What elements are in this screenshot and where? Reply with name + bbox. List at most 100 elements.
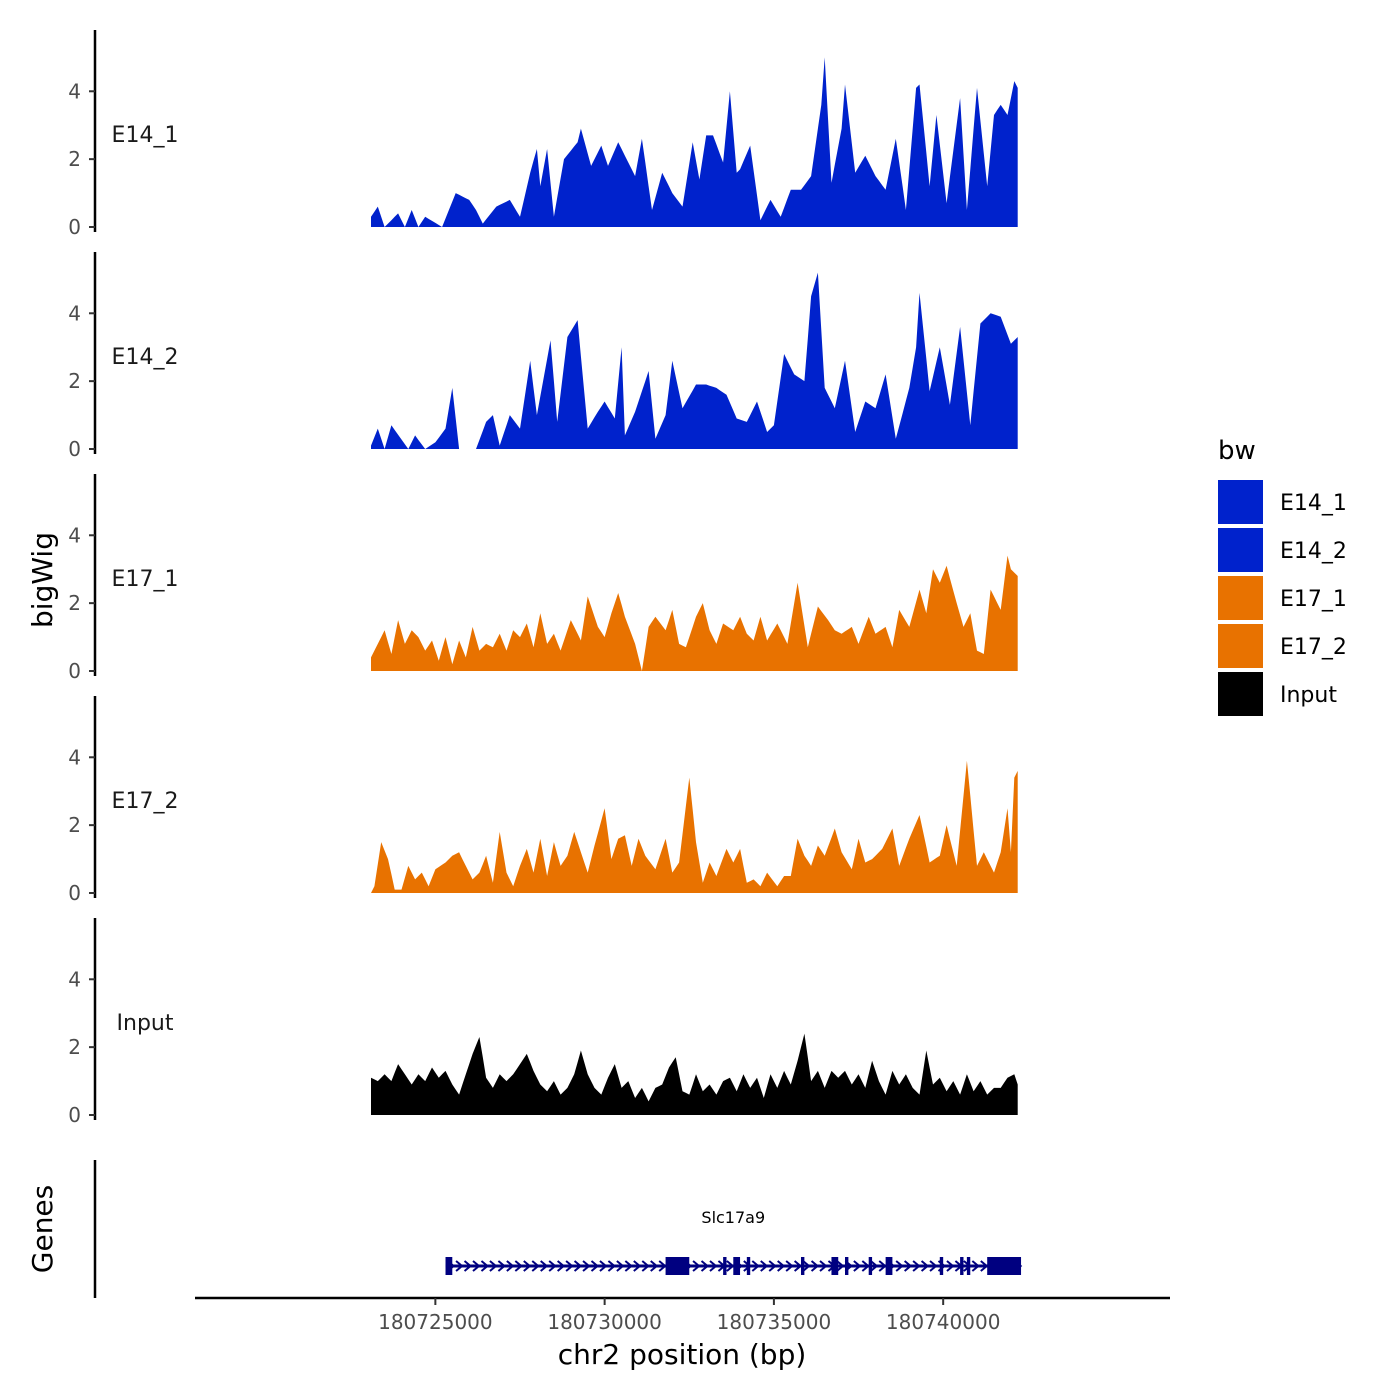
gene-exon <box>800 1257 805 1275</box>
y-tick-label: 0 <box>68 437 81 461</box>
y-tick-label: 2 <box>68 1035 81 1059</box>
legend: bw E14_1 E14_2 E17_1 E17_2 Input <box>1218 436 1347 716</box>
y-tick-label: 2 <box>68 147 81 171</box>
gene-exon <box>939 1257 944 1275</box>
strand-arrow <box>472 1260 481 1272</box>
strand-arrow <box>920 1260 930 1272</box>
strand-arrow <box>692 1260 701 1272</box>
track-label-E17_2: E17_2 <box>112 789 179 814</box>
strand-arrow <box>853 1260 862 1272</box>
track-label-Input: Input <box>117 1011 174 1036</box>
area-series-E14_2 <box>371 272 1018 449</box>
track-label-E14_2: E14_2 <box>112 345 179 370</box>
gene-exon <box>723 1257 727 1275</box>
strand-arrow <box>980 1260 989 1272</box>
y-axis-title: bigWig <box>26 532 59 628</box>
y-tick-label: 4 <box>68 745 81 769</box>
strand-arrow <box>455 1260 464 1272</box>
strand-arrow <box>870 1260 879 1272</box>
strand-arrow <box>861 1260 870 1272</box>
strand-arrow <box>895 1260 904 1272</box>
y-tick-label: 4 <box>68 523 81 547</box>
track-E17_2: 0 2 4 E17_2 <box>68 696 1018 905</box>
strand-arrow <box>573 1260 583 1272</box>
strand-arrow <box>641 1260 650 1272</box>
gene-exon <box>665 1257 690 1275</box>
strand-arrow <box>912 1260 921 1272</box>
gene-exon <box>960 1257 964 1275</box>
area-series-E14_1 <box>371 57 1018 228</box>
strand-arrow <box>768 1260 777 1272</box>
strand-arrow <box>489 1260 498 1272</box>
strand-arrow <box>616 1260 625 1272</box>
y-tick-label: 0 <box>68 1103 81 1127</box>
track-Input: 0 2 4 Input <box>68 918 1018 1127</box>
y-tick-label: 4 <box>68 967 81 991</box>
strand-arrow <box>506 1260 515 1272</box>
legend-swatch-E14_2 <box>1218 528 1263 572</box>
legend-swatch-Input <box>1218 672 1263 716</box>
strand-arrow <box>802 1260 811 1272</box>
area-series-E17_1 <box>371 555 1018 671</box>
strand-arrow <box>777 1260 786 1272</box>
strand-arrow <box>971 1260 980 1272</box>
gene-track-title: Genes <box>26 1185 59 1273</box>
gene-exon <box>831 1257 839 1275</box>
gene-exon <box>733 1257 741 1275</box>
track-label-E14_1: E14_1 <box>112 123 179 148</box>
strand-arrow <box>590 1260 600 1272</box>
strand-arrow <box>514 1260 523 1272</box>
track-E14_2: 0 2 4 E14_2 <box>68 252 1018 461</box>
track-E17_1: 0 2 4 E17_1 <box>68 474 1018 683</box>
gene-exon <box>845 1257 849 1275</box>
y-tick-label: 2 <box>68 369 81 393</box>
strand-arrow <box>810 1260 820 1272</box>
gene-exon <box>746 1257 751 1275</box>
gene-exon <box>987 1257 1022 1275</box>
gene-exon <box>966 1257 971 1275</box>
x-tick-label: 180735000 <box>717 1310 832 1334</box>
y-tick-label: 0 <box>68 881 81 905</box>
strand-arrow <box>556 1260 566 1272</box>
legend-swatch-E17_2 <box>1218 624 1263 668</box>
strand-arrow <box>819 1260 828 1272</box>
track-label-E17_1: E17_1 <box>112 567 179 592</box>
legend-label-E14_1: E14_1 <box>1280 491 1347 516</box>
strand-arrow <box>878 1260 887 1272</box>
signal-tracks: 0 2 4 E14_1 0 2 4 E14_2 0 2 4 E17_1 0 2 4 E17_2 0 2 4 Input <box>68 30 1018 1127</box>
y-tick-label: 0 <box>68 215 81 239</box>
y-tick-label: 4 <box>68 79 81 103</box>
strand-arrow <box>540 1260 549 1272</box>
strand-arrow <box>548 1260 557 1272</box>
strand-arrow <box>633 1260 642 1272</box>
strand-arrow <box>463 1260 473 1272</box>
y-tick-label: 2 <box>68 591 81 615</box>
strand-arrow <box>929 1260 938 1272</box>
legend-title: bw <box>1218 436 1256 466</box>
strand-arrow <box>497 1260 506 1272</box>
gene-exon <box>868 1257 873 1275</box>
gene-exon <box>885 1257 893 1275</box>
strand-arrow <box>785 1260 794 1272</box>
strand-arrow <box>836 1260 845 1272</box>
y-tick-label: 2 <box>68 813 81 837</box>
legend-label-Input: Input <box>1280 683 1337 708</box>
strand-arrow <box>650 1260 659 1272</box>
strand-arrow <box>624 1260 633 1272</box>
strand-arrow <box>531 1260 540 1272</box>
strand-arrow <box>700 1260 710 1272</box>
strand-arrow <box>607 1260 616 1272</box>
x-axis-title: chr2 position (bp) <box>558 1338 807 1371</box>
strand-arrow <box>760 1260 769 1272</box>
area-series-Input <box>371 1033 1018 1115</box>
legend-label-E17_1: E17_1 <box>1280 587 1347 612</box>
strand-arrow <box>751 1260 760 1272</box>
track-E14_1: 0 2 4 E14_1 <box>68 30 1018 239</box>
strand-arrow <box>726 1260 735 1272</box>
gene-track-panel: Genes Slc17a9 <box>26 1160 1023 1298</box>
legend-swatch-E17_1 <box>1218 576 1263 620</box>
area-series-E17_2 <box>371 760 1018 893</box>
x-tick-label: 180740000 <box>886 1310 1001 1334</box>
y-tick-label: 0 <box>68 659 81 683</box>
strand-arrow <box>523 1260 532 1272</box>
